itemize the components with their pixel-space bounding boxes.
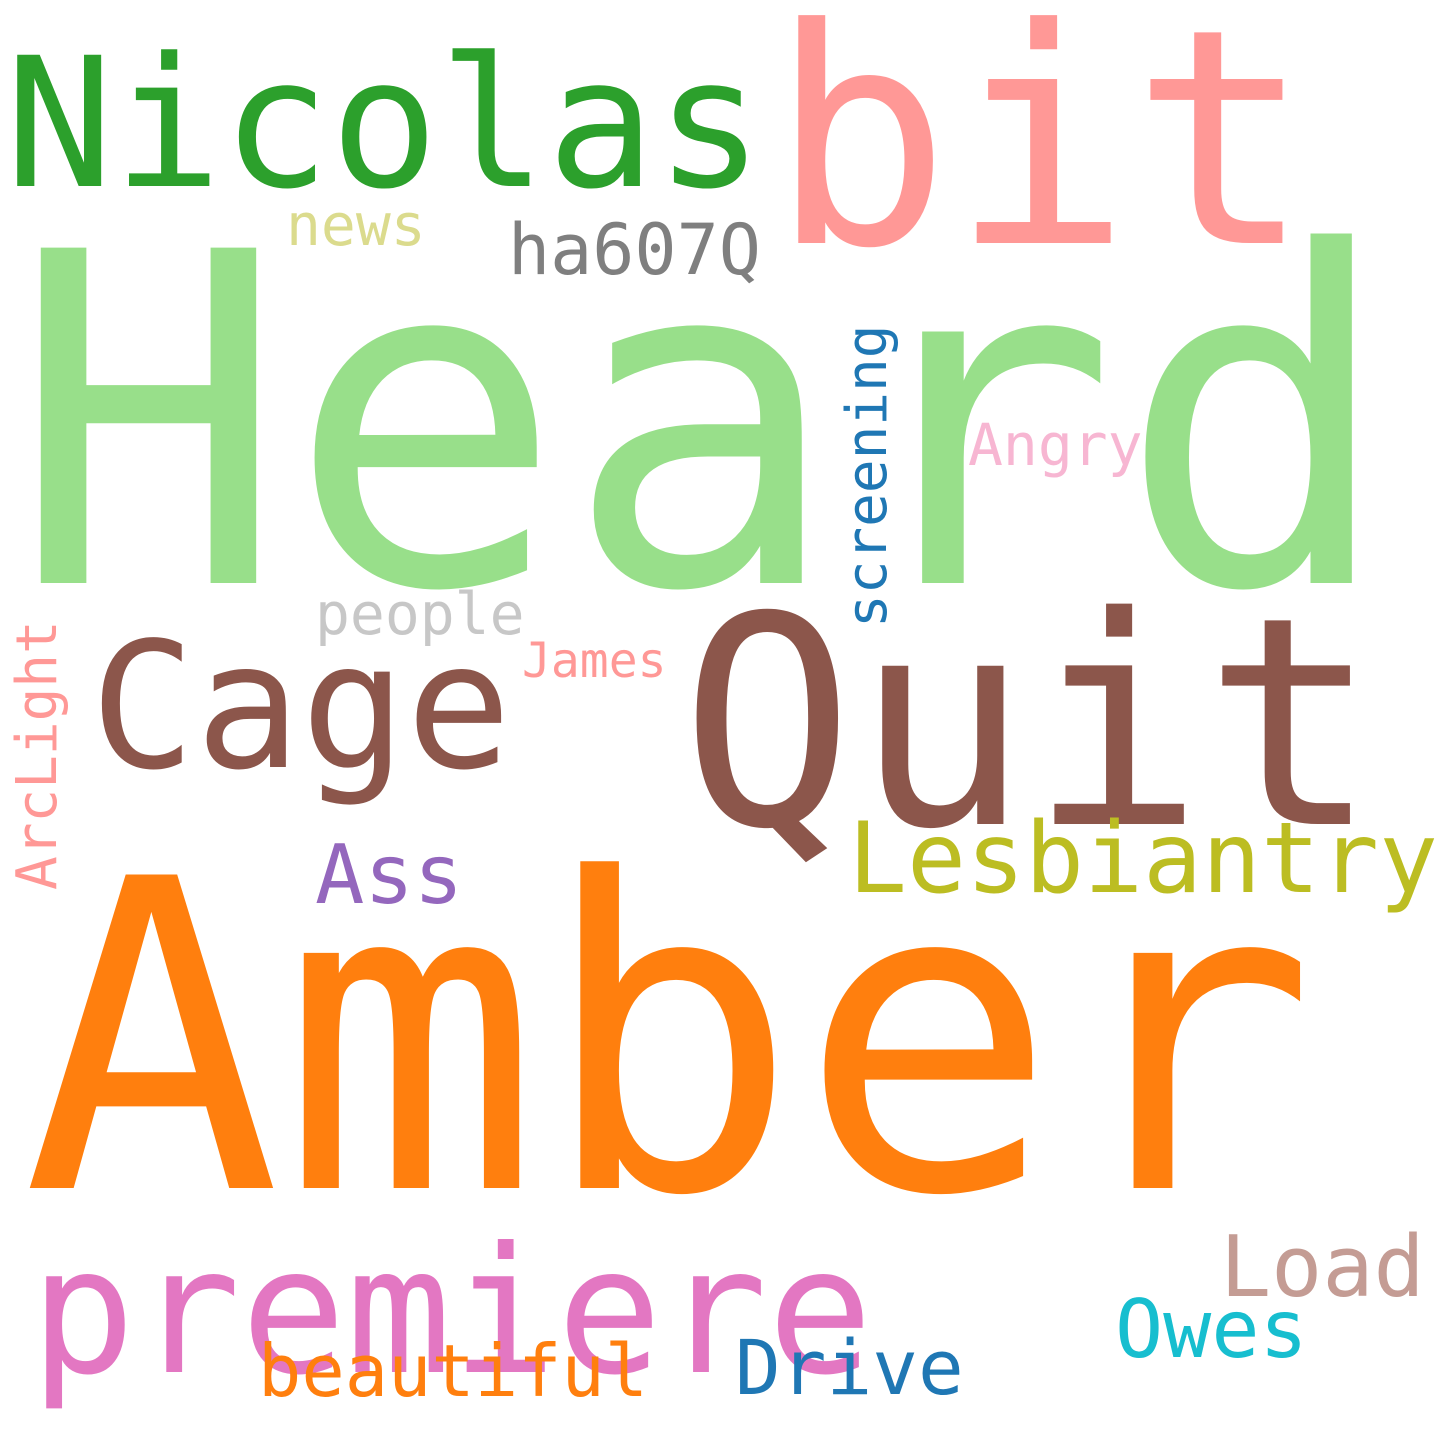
- word-premiere: premiere: [30, 1211, 873, 1414]
- word-drive: Drive: [735, 1323, 964, 1412]
- word-people: people: [315, 580, 525, 648]
- word-owes: Owes: [1115, 1283, 1308, 1376]
- word-cage: Cage: [90, 606, 512, 809]
- word-news: news: [286, 191, 426, 259]
- word-james: James: [522, 633, 667, 689]
- word-ass: Ass: [315, 828, 464, 923]
- word-ha607q: ha607Q: [508, 209, 761, 291]
- word-beautiful: beautiful: [258, 1329, 649, 1413]
- word-heard: Heard: [10, 157, 1395, 692]
- word-bit: bit: [770, 0, 1312, 314]
- word-lesbiantry: Lesbiantry: [848, 802, 1439, 916]
- word-amber: Amber: [22, 790, 1317, 1290]
- word-angry: Angry: [968, 411, 1143, 479]
- word-quit: Quit: [680, 556, 1379, 893]
- word-load: Load: [1220, 1218, 1425, 1317]
- word-nicolas: Nicolas: [5, 20, 764, 229]
